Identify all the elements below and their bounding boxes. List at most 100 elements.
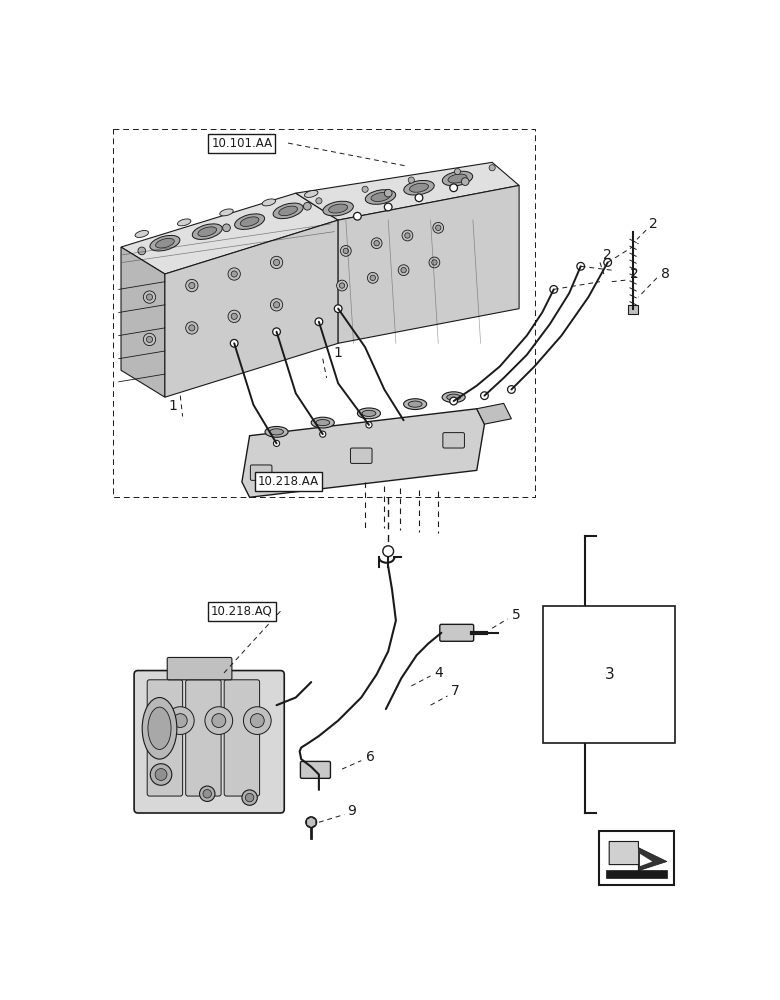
Circle shape: [231, 313, 237, 319]
Ellipse shape: [408, 401, 422, 407]
Circle shape: [274, 440, 279, 446]
Circle shape: [343, 248, 349, 254]
Circle shape: [550, 286, 558, 293]
Text: 9: 9: [348, 804, 356, 818]
Ellipse shape: [265, 426, 288, 437]
Circle shape: [242, 790, 257, 805]
Circle shape: [435, 225, 441, 230]
Circle shape: [339, 283, 345, 288]
Text: 2: 2: [603, 248, 612, 262]
Polygon shape: [165, 220, 339, 397]
Circle shape: [370, 275, 375, 281]
Polygon shape: [477, 403, 512, 424]
Circle shape: [243, 707, 271, 734]
Text: 2: 2: [650, 217, 658, 231]
Circle shape: [461, 178, 469, 185]
Circle shape: [408, 177, 414, 183]
Circle shape: [315, 318, 323, 326]
Ellipse shape: [357, 408, 381, 419]
Circle shape: [186, 322, 198, 334]
Circle shape: [246, 793, 254, 802]
Circle shape: [383, 546, 394, 557]
Ellipse shape: [403, 399, 427, 410]
Circle shape: [144, 291, 156, 303]
FancyBboxPatch shape: [443, 433, 464, 448]
Circle shape: [205, 707, 232, 734]
Ellipse shape: [311, 417, 335, 428]
Ellipse shape: [304, 190, 318, 197]
Ellipse shape: [142, 698, 177, 759]
Ellipse shape: [270, 429, 283, 435]
Circle shape: [306, 817, 317, 828]
Circle shape: [385, 189, 392, 197]
Circle shape: [151, 764, 172, 785]
Circle shape: [489, 165, 495, 171]
Circle shape: [274, 259, 279, 266]
Ellipse shape: [442, 171, 473, 186]
Circle shape: [303, 202, 311, 210]
Circle shape: [402, 230, 413, 241]
Ellipse shape: [235, 214, 264, 229]
Circle shape: [222, 224, 230, 232]
Polygon shape: [339, 185, 519, 343]
Ellipse shape: [273, 203, 303, 219]
Ellipse shape: [404, 180, 434, 195]
FancyBboxPatch shape: [147, 680, 183, 796]
Polygon shape: [640, 854, 652, 866]
Ellipse shape: [328, 204, 348, 213]
Polygon shape: [242, 409, 484, 497]
Circle shape: [431, 260, 437, 265]
Circle shape: [147, 294, 153, 300]
FancyBboxPatch shape: [250, 465, 272, 480]
Circle shape: [362, 186, 368, 192]
Circle shape: [186, 279, 198, 292]
Circle shape: [367, 272, 378, 283]
Ellipse shape: [177, 219, 191, 226]
Text: 4: 4: [434, 666, 442, 680]
Circle shape: [577, 262, 584, 270]
Ellipse shape: [278, 206, 297, 216]
Circle shape: [274, 302, 279, 308]
Circle shape: [316, 198, 322, 204]
FancyBboxPatch shape: [599, 831, 674, 885]
Text: 10.218.AA: 10.218.AA: [257, 475, 319, 488]
Circle shape: [228, 268, 240, 280]
Circle shape: [353, 212, 361, 220]
FancyBboxPatch shape: [300, 761, 331, 778]
Circle shape: [340, 246, 351, 256]
Ellipse shape: [371, 193, 390, 201]
Text: 2: 2: [630, 267, 639, 281]
Ellipse shape: [316, 420, 330, 426]
Circle shape: [203, 790, 211, 798]
FancyBboxPatch shape: [350, 448, 372, 463]
Circle shape: [399, 265, 409, 276]
Circle shape: [320, 431, 326, 437]
Circle shape: [228, 310, 240, 323]
Circle shape: [231, 271, 237, 277]
Polygon shape: [121, 247, 165, 397]
Circle shape: [166, 707, 194, 734]
Ellipse shape: [362, 410, 376, 416]
Circle shape: [200, 786, 215, 801]
Circle shape: [433, 222, 444, 233]
Text: 7: 7: [451, 684, 459, 698]
Text: 10.101.AA: 10.101.AA: [211, 137, 272, 150]
Circle shape: [147, 336, 153, 343]
Circle shape: [385, 203, 392, 211]
Circle shape: [138, 247, 146, 255]
Text: 10.218.AQ: 10.218.AQ: [211, 605, 273, 618]
Ellipse shape: [198, 227, 217, 236]
Circle shape: [415, 194, 423, 202]
Circle shape: [371, 238, 382, 249]
FancyBboxPatch shape: [186, 680, 221, 796]
Circle shape: [212, 714, 225, 728]
Circle shape: [230, 339, 238, 347]
Ellipse shape: [323, 201, 353, 216]
Text: 3: 3: [604, 667, 614, 682]
Circle shape: [155, 769, 167, 780]
Text: 8: 8: [661, 267, 670, 281]
Text: 5: 5: [512, 608, 521, 622]
Circle shape: [335, 305, 342, 312]
Circle shape: [508, 386, 516, 393]
FancyBboxPatch shape: [440, 624, 473, 641]
